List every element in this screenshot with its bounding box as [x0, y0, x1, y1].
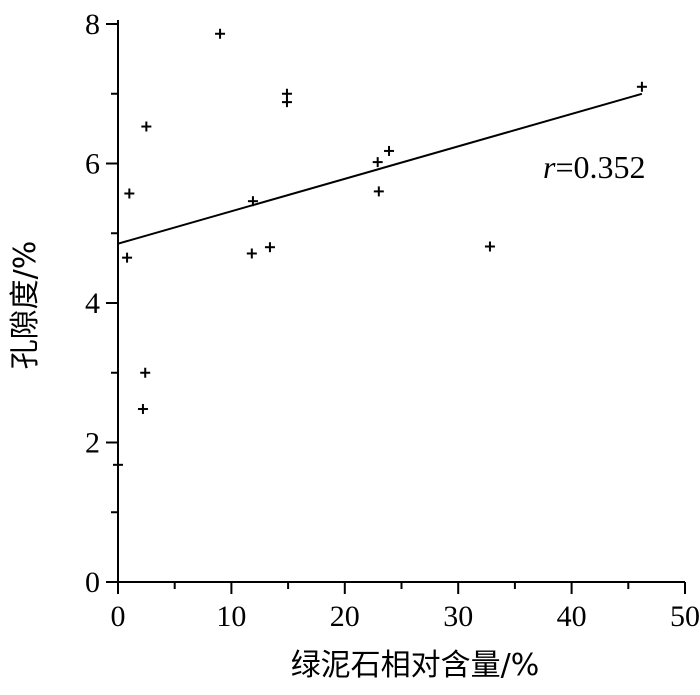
- data-point: [384, 145, 395, 156]
- regression-line: [117, 92, 643, 245]
- data-points: [113, 28, 647, 470]
- ticks: [106, 23, 686, 594]
- data-point: [137, 404, 148, 415]
- x-tick-label: 50: [670, 600, 700, 633]
- data-point: [372, 157, 383, 168]
- tick-labels: 0 10 20 30 40 50 0 2 4 6 8: [85, 8, 700, 633]
- data-point: [281, 88, 292, 99]
- data-point: [636, 81, 647, 92]
- data-point: [247, 196, 258, 207]
- y-tick-label: 2: [85, 427, 100, 460]
- data-point: [140, 367, 151, 378]
- data-point: [124, 188, 135, 199]
- y-axis-label: 孔隙度/%: [8, 241, 43, 370]
- data-point: [122, 252, 133, 263]
- r-symbol: r: [543, 149, 556, 185]
- x-tick-label: 10: [216, 600, 246, 633]
- y-tick-label: 0: [85, 566, 100, 599]
- data-point: [246, 248, 257, 259]
- data-point: [373, 186, 384, 197]
- y-tick-label: 4: [85, 287, 100, 320]
- y-tick-label: 6: [85, 148, 100, 181]
- data-point: [215, 28, 226, 39]
- y-tick-label: 8: [85, 8, 100, 41]
- axes: [117, 20, 685, 583]
- x-tick-label: 30: [443, 600, 473, 633]
- x-tick-label: 20: [330, 600, 360, 633]
- r-value: =0.352: [555, 149, 645, 185]
- data-point: [281, 97, 292, 108]
- x-tick-label: 40: [557, 600, 587, 633]
- data-point: [141, 121, 152, 132]
- data-point: [113, 459, 123, 470]
- x-tick-label: 0: [111, 600, 126, 633]
- correlation-annotation: r=0.352: [543, 149, 646, 185]
- x-axis-label: 绿泥石相对含量/%: [291, 648, 540, 683]
- data-point: [484, 241, 495, 252]
- data-point: [264, 242, 275, 253]
